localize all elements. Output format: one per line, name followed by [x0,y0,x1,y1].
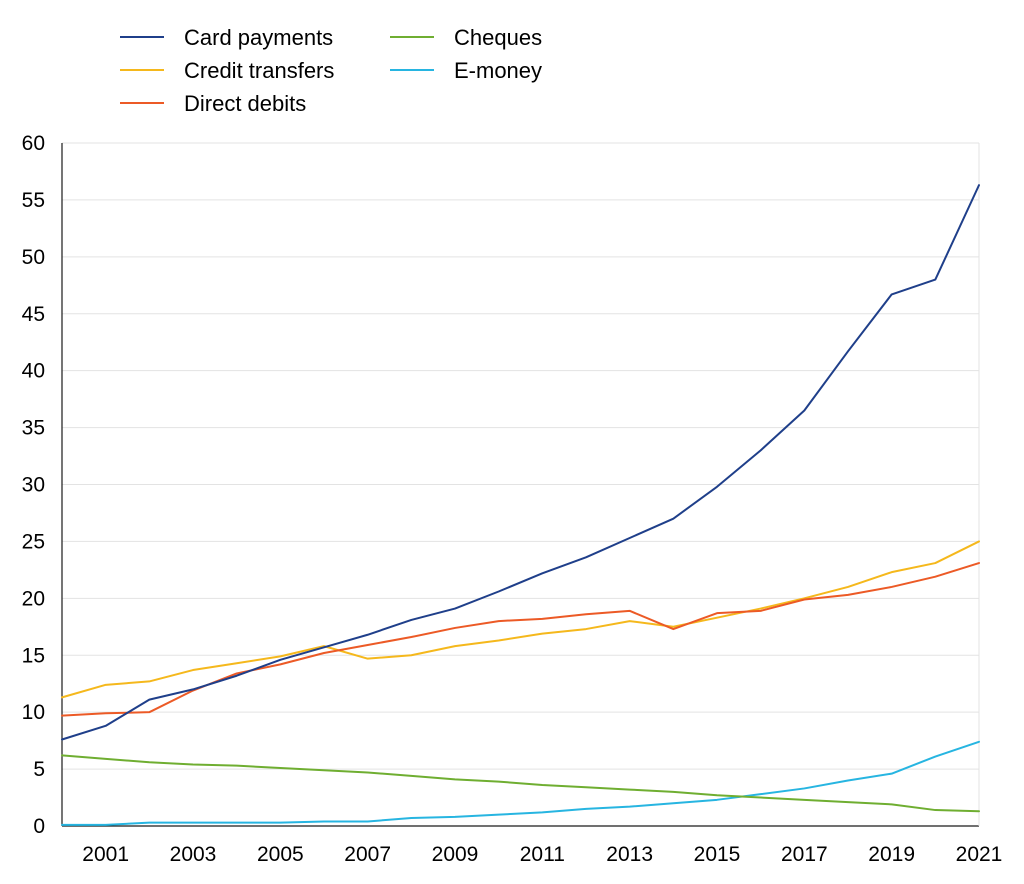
legend-item-credit-transfers: Credit transfers [120,58,334,83]
legend-item-e-money: E-money [390,58,542,83]
legend-label-credit-transfers: Credit transfers [184,58,334,83]
y-tick-label-40: 40 [22,360,45,383]
y-tick-label-55: 55 [22,189,45,212]
legend-label-card-payments: Card payments [184,25,333,50]
y-tick-label-35: 35 [22,417,45,440]
x-tick-label-2019: 2019 [868,843,915,866]
chart-axes [61,143,980,827]
legend-label-cheques: Cheques [454,25,542,50]
y-tick-label-25: 25 [22,530,45,553]
series-line-card-payments [61,184,980,741]
chart-series [61,184,980,826]
y-tick-label-30: 30 [22,474,45,497]
legend-item-cheques: Cheques [390,25,542,50]
series-line-credit-transfers [61,540,980,699]
y-tick-label-20: 20 [22,587,45,610]
y-tick-label-15: 15 [22,644,45,667]
x-tick-label-2013: 2013 [606,843,653,866]
x-tick-label-2009: 2009 [432,843,479,866]
series-line-cheques [61,754,980,813]
x-tick-label-2021: 2021 [956,843,1003,866]
x-tick-label-2003: 2003 [170,843,217,866]
y-tick-label-45: 45 [22,303,45,326]
x-tick-label-2007: 2007 [344,843,391,866]
chart-grid [62,142,979,770]
chart-legend: Card payments Credit transfers Direct debi… [120,25,542,116]
y-tick-label-10: 10 [22,701,45,724]
series-line-direct-debits [61,562,980,717]
legend-item-direct-debits: Direct debits [120,91,306,116]
x-tick-label-2015: 2015 [694,843,741,866]
y-axis-ticks: 0 5 10 15 20 25 30 35 40 45 50 55 60 [22,132,45,838]
series-line-e-money [61,740,980,826]
x-axis-ticks: 2001 2003 2005 2007 2009 2011 2013 2015 2017 2019… [82,843,1002,866]
legend-label-e-money: E-money [454,58,542,83]
x-tick-label-2017: 2017 [781,843,828,866]
legend-label-direct-debits: Direct debits [184,91,306,116]
x-tick-label-2001: 2001 [82,843,129,866]
y-tick-label-60: 60 [22,132,45,155]
x-tick-label-2005: 2005 [257,843,304,866]
y-tick-label-50: 50 [22,246,45,269]
y-tick-label-5: 5 [33,758,45,781]
y-tick-label-0: 0 [33,815,45,838]
x-tick-label-2011: 2011 [520,843,565,866]
legend-item-card-payments: Card payments [120,25,333,50]
